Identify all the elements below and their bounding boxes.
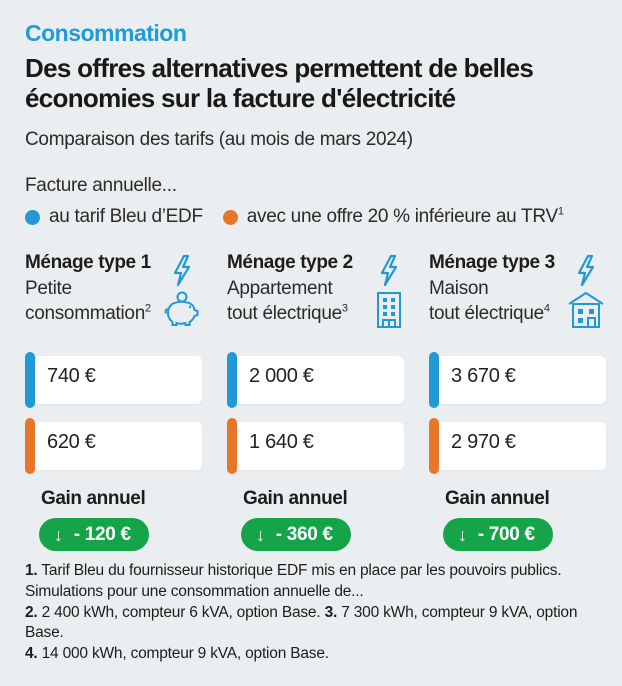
column-icons [162,252,202,344]
down-arrow-icon: ↓ [54,524,63,545]
column-menage-3: Ménage type 3 Maison tout électrique4 [429,252,606,552]
lightning-bolt-icon [377,254,401,288]
value-card-edf: 3 670 € [429,352,606,409]
footnotes: 1. Tarif Bleu du fournisseur historique … [25,561,600,664]
column-header: Ménage type 1 Petite consommation2 [25,252,202,344]
value-card-offre: 620 € [25,418,202,475]
down-arrow-icon: ↓ [458,524,467,545]
gain-label: Gain annuel [445,488,550,510]
gain-badge: ↓ - 360 € [241,518,351,552]
column-menage-1: Ménage type 1 Petite consommation2 [25,252,202,552]
value-card-edf: 740 € [25,352,202,409]
card-value: 740 € [47,365,96,388]
legend-label-offre: avec une offre 20 % inférieure au TRV1 [246,205,564,228]
down-arrow-icon: ↓ [256,524,265,545]
gain-label: Gain annuel [243,488,348,510]
column-header: Ménage type 3 Maison tout électrique4 [429,252,606,344]
card-value: 1 640 € [249,431,314,454]
facture-label: Facture annuelle... [25,175,177,197]
page-title: Des offres alternatives permettent de be… [25,53,534,114]
column-header: Ménage type 2 Appartement tout électriqu… [227,252,404,344]
orange-dot-icon [222,209,238,225]
blue-bar-icon [227,352,237,409]
orange-bar-icon [25,418,35,475]
card-value: 620 € [47,431,96,454]
card-value: 2 970 € [451,431,516,454]
blue-dot-icon [25,209,40,225]
section-kicker: Consommation [25,20,187,46]
gain-badge: ↓ - 120 € [39,518,149,552]
footnote-ref: 3 [341,302,348,315]
value-card-edf: 2 000 € [227,352,404,409]
legend-item-offre: avec une offre 20 % inférieure au TRV1 [222,205,564,228]
footnote-ref: 4 [543,302,550,315]
value-card-offre: 1 640 € [227,418,404,475]
orange-bar-icon [429,418,439,475]
house-icon [566,290,606,329]
column-header-text: Ménage type 2 Appartement tout électriqu… [227,252,353,344]
card-value: 2 000 € [249,365,314,388]
footnote-1: 1. Tarif Bleu du fournisseur historique … [25,562,562,600]
comparison-grid: Ménage type 1 Petite consommation2 [25,252,606,552]
gain-value: - 360 € [275,523,333,545]
column-title: Ménage type 1 [25,252,151,274]
gain-label: Gain annuel [41,488,146,510]
column-icons [374,252,404,344]
column-title: Ménage type 3 [429,252,555,274]
legend-item-edf: au tarif Bleu d’EDF [25,206,203,228]
gain-badge: ↓ - 700 € [443,518,553,552]
footnote-2-3-4: 2. 2 400 kWh, compteur 6 kVA, option Bas… [25,603,578,662]
value-card-offre: 2 970 € [429,418,606,475]
gain-value: - 700 € [477,523,535,545]
blue-bar-icon [25,352,35,409]
column-subtitle: Appartement tout électrique3 [227,278,348,324]
legend: au tarif Bleu d’EDF avec une offre 20 % … [25,206,602,228]
column-menage-2: Ménage type 2 Appartement tout électriqu… [227,252,404,552]
footnote-ref: 2 [144,302,151,315]
gain-value: - 120 € [73,523,131,545]
column-header-text: Ménage type 1 Petite consommation2 [25,252,151,344]
card-value: 3 670 € [451,365,516,388]
blue-bar-icon [429,352,439,409]
column-header-text: Ménage type 3 Maison tout électrique4 [429,252,555,344]
page-subtitle: Comparaison des tarifs (au mois de mars … [25,129,413,151]
legend-label-edf: au tarif Bleu d’EDF [49,206,203,228]
column-icons [566,252,606,344]
column-title: Ménage type 2 [227,252,353,274]
column-subtitle: Maison tout électrique4 [429,278,550,324]
orange-bar-icon [227,418,237,475]
piggy-bank-icon [162,290,202,328]
column-subtitle: Petite consommation2 [25,278,151,324]
footnote-ref: 1 [557,205,564,218]
lightning-bolt-icon [574,254,598,288]
building-icon [374,290,404,329]
lightning-bolt-icon [170,254,194,288]
